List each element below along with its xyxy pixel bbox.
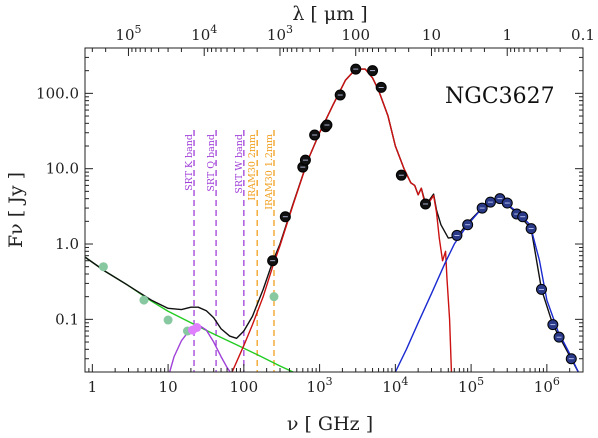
stellar-data-point bbox=[451, 229, 463, 241]
y-tick-label: 1.0 bbox=[55, 235, 79, 253]
band-label: SRT K band bbox=[184, 134, 195, 191]
stellar-data-point bbox=[484, 196, 496, 208]
synchrotron-curve bbox=[85, 256, 295, 372]
object-name-label: NGC3627 bbox=[445, 84, 555, 109]
y-tick-label: 100.0 bbox=[36, 84, 79, 102]
x-tick-label: 10 bbox=[159, 378, 178, 396]
y-tick-label: 0.1 bbox=[55, 310, 79, 328]
top-tick-label: 105 bbox=[115, 23, 141, 44]
top-tick-label: 103 bbox=[267, 23, 293, 44]
stellar-data-point bbox=[553, 331, 565, 343]
plot-frame bbox=[84, 47, 584, 373]
x-tick-label: 103 bbox=[307, 375, 333, 396]
ir-data-point bbox=[267, 255, 279, 267]
ir-data-point bbox=[419, 198, 431, 210]
ir-data-point bbox=[309, 129, 321, 141]
dust-curve bbox=[231, 68, 453, 372]
free-free-curve bbox=[169, 323, 231, 372]
band-markers: SRT K band SRT Q band SRT W band IRAM30 2mm… bbox=[184, 130, 275, 372]
stellar-data-point bbox=[525, 223, 537, 235]
top-tick-label: 10 bbox=[422, 26, 441, 44]
stellar-data-point bbox=[501, 197, 513, 209]
stellar-data-point bbox=[565, 353, 577, 365]
stellar-data-point bbox=[547, 319, 559, 331]
band-label: IRAM30 2mm bbox=[247, 134, 258, 201]
stellar-data-point bbox=[476, 202, 488, 214]
stellar-data-point bbox=[536, 283, 548, 295]
radio-data-point bbox=[163, 315, 173, 325]
radio-data-point bbox=[98, 262, 108, 272]
x-tick-label: 105 bbox=[458, 375, 484, 396]
x-axis-title-top: λ [ μm ] bbox=[292, 3, 367, 25]
y-tick-label: 10.0 bbox=[46, 160, 79, 178]
stellar-data-point bbox=[462, 219, 474, 231]
ir-data-point bbox=[367, 65, 379, 77]
axis-ticks: 1 10 100 103 104 105 106 105 104 103 100 10 1 0.1 0.1 1… bbox=[36, 23, 595, 396]
x-tick-label: 106 bbox=[534, 375, 560, 396]
stellar-data-point bbox=[517, 211, 529, 223]
top-tick-label: 100 bbox=[341, 26, 370, 44]
x-tick-label: 104 bbox=[382, 375, 408, 396]
x-axis-title-bottom: ν [ GHz ] bbox=[287, 413, 373, 435]
band-label: SRT Q band bbox=[206, 134, 217, 192]
model-curves bbox=[85, 68, 579, 372]
stellar-curve bbox=[394, 197, 579, 372]
band-label: SRT W band bbox=[234, 134, 245, 194]
ir-data-point bbox=[375, 81, 387, 93]
x-tick-label: 1 bbox=[88, 378, 98, 396]
top-tick-label: 104 bbox=[191, 23, 217, 44]
top-tick-label: 0.1 bbox=[571, 26, 595, 44]
y-axis-title: Fν [ Jy ] bbox=[5, 172, 27, 248]
band-label: IRAM30 1.2mm bbox=[264, 134, 275, 210]
data-points bbox=[98, 63, 577, 365]
ir-data-point bbox=[395, 169, 407, 181]
total-curve bbox=[85, 68, 579, 372]
ir-data-point bbox=[334, 89, 346, 101]
x-tick-label: 100 bbox=[230, 378, 259, 396]
ir-data-point bbox=[279, 211, 291, 223]
srt-data-point bbox=[192, 322, 202, 332]
ir-data-point bbox=[321, 119, 333, 131]
radio-data-point bbox=[139, 295, 149, 305]
ir-data-point bbox=[299, 154, 311, 166]
radio-data-point bbox=[269, 292, 279, 302]
ir-data-point bbox=[350, 63, 362, 75]
top-tick-label: 1 bbox=[502, 26, 512, 44]
